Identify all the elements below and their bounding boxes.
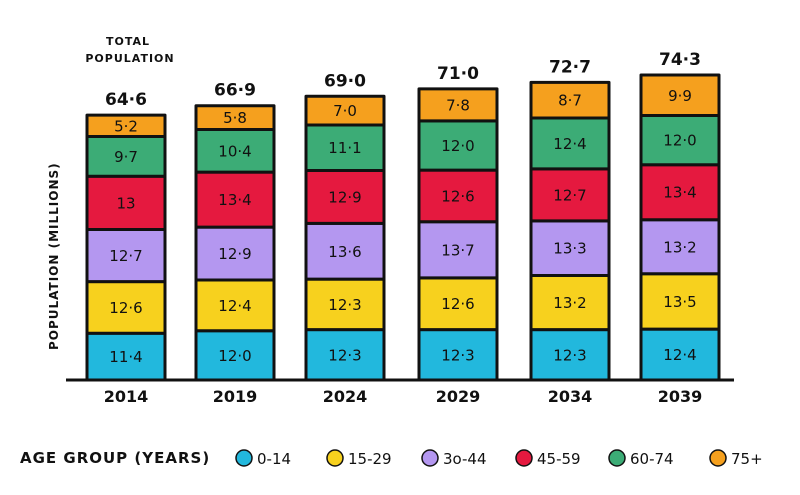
data-label-2019-75+: 5·8 (223, 109, 247, 127)
data-label-2019-30-44: 12·9 (218, 245, 251, 263)
data-label-2024-30-44: 13·6 (328, 243, 361, 261)
bar-segment-2029-60-74 (417, 119, 499, 172)
bars-group: 11·4 12·6 12·7 13 9·7 5·2 12·0 12·4 12·9 13·4 10·4… (85, 73, 721, 382)
total-population-title-line2: POPULATION (85, 52, 174, 65)
data-label-2034-30-44: 13·3 (553, 240, 586, 258)
total-label-2024: 69·0 (324, 71, 366, 91)
legend-label-30-44: 3o-44 (443, 450, 487, 468)
x-tick-2019: 2019 (213, 387, 258, 406)
x-tick-2034: 2034 (548, 387, 593, 406)
data-label-2029-15-29: 12·6 (441, 295, 474, 313)
legend-swatch-60-74 (608, 449, 626, 467)
data-label-2019-45-59: 13·4 (218, 191, 251, 209)
bar-segment-2024-45-59 (304, 168, 386, 225)
x-tick-2039: 2039 (658, 387, 703, 406)
x-tick-labels: 2014 2019 2024 2029 2034 2039 (104, 387, 703, 406)
x-tick-2024: 2024 (323, 387, 368, 406)
bar-segment-2039-45-59 (639, 163, 721, 222)
y-axis-title: POPULATION (MILLIONS) (47, 162, 61, 350)
data-label-2039-15-29: 13·5 (663, 293, 696, 311)
total-label-2034: 72·7 (549, 57, 591, 77)
x-tick-2029: 2029 (436, 387, 481, 406)
data-label-2029-60-74: 12·0 (441, 137, 474, 155)
legend-swatch-0-14 (235, 449, 253, 467)
data-label-2024-15-29: 12·3 (328, 296, 361, 314)
data-label-2029-0-14: 12·3 (441, 346, 474, 364)
data-label-2029-45-59: 12·6 (441, 187, 474, 205)
legend-swatch-30-44 (421, 449, 439, 467)
data-label-2024-45-59: 12·9 (328, 188, 361, 206)
bar-segment-2019-75+ (194, 104, 276, 131)
total-label-2014: 64·6 (105, 90, 147, 110)
legend-label-45-59: 45-59 (537, 450, 581, 468)
bar-segment-2034-45-59 (529, 167, 611, 223)
bar-segment-2034-30-44 (529, 219, 611, 277)
data-label-2019-60-74: 10·4 (218, 142, 251, 160)
bar-segment-2029-30-44 (417, 220, 499, 280)
legend-label-60-74: 60-74 (630, 450, 674, 468)
legend-swatch-15-29 (326, 449, 344, 467)
data-label-2034-75+: 8·7 (558, 92, 582, 110)
bar-segment-2014-45-59 (85, 174, 167, 232)
data-label-2014-0-14: 11·4 (109, 348, 142, 366)
data-label-2024-60-74: 11·1 (328, 139, 361, 157)
data-label-2024-75+: 7·0 (333, 102, 357, 120)
data-label-2014-60-74: 9·7 (114, 148, 138, 166)
data-label-2034-15-29: 13·2 (553, 294, 586, 312)
bar-segment-2019-15-29 (194, 278, 276, 333)
total-label-2029: 71·0 (437, 64, 479, 84)
bar-segment-2014-15-29 (85, 280, 167, 335)
bar-segment-2024-30-44 (304, 221, 386, 281)
legend-label-0-14: 0-14 (257, 450, 291, 468)
data-label-2019-15-29: 12·4 (218, 297, 251, 315)
data-label-2039-60-74: 12·0 (663, 132, 696, 150)
data-label-2039-0-14: 12·4 (663, 346, 696, 364)
bar-segment-2024-75+ (304, 94, 386, 127)
legend-label-75+: 75+ (731, 450, 763, 468)
legend-swatch-45-59 (515, 449, 533, 467)
data-label-2029-30-44: 13·7 (441, 241, 474, 259)
data-label-2019-0-14: 12·0 (218, 347, 251, 365)
data-label-2014-15-29: 12·6 (109, 299, 142, 317)
data-label-2014-45-59: 13 (116, 194, 135, 212)
bar-segment-2019-45-59 (194, 170, 276, 229)
bar-segment-2014-75+ (85, 113, 167, 138)
bar-segment-2024-60-74 (304, 123, 386, 172)
x-tick-2014: 2014 (104, 387, 149, 406)
bar-segment-2039-30-44 (639, 218, 721, 276)
data-label-2034-0-14: 12·3 (553, 346, 586, 364)
total-label-2039: 74·3 (659, 50, 701, 70)
legend-title: AGE GROUP (YEARS) (20, 449, 210, 467)
bar-segment-2034-0-14 (529, 328, 611, 382)
data-label-2029-75+: 7·8 (446, 96, 470, 114)
bar-segment-2039-75+ (639, 73, 721, 118)
bar-segment-2029-75+ (417, 87, 499, 123)
bar-segment-2039-15-29 (639, 272, 721, 331)
bar-segment-2034-75+ (529, 80, 611, 120)
legend-swatch-75+ (709, 449, 727, 467)
legend: 0-14 15-29 3o-44 45-59 60-74 75+ (235, 449, 763, 468)
total-population-title-line1: TOTAL (106, 35, 150, 48)
data-label-2024-0-14: 12·3 (328, 346, 361, 364)
total-label-2019: 66·9 (214, 81, 256, 101)
legend-label-15-29: 15-29 (348, 450, 392, 468)
totals-group: 64·6 66·9 69·0 71·0 72·7 74·3 (105, 50, 701, 110)
data-label-2039-75+: 9·9 (668, 87, 692, 105)
data-label-2039-45-59: 13·4 (663, 184, 696, 202)
data-label-2034-45-59: 12·7 (553, 186, 586, 204)
data-label-2039-30-44: 13·2 (663, 238, 696, 256)
data-label-2014-30-44: 12·7 (109, 247, 142, 265)
data-label-2034-60-74: 12·4 (553, 135, 586, 153)
data-label-2014-75+: 5·2 (114, 117, 138, 135)
